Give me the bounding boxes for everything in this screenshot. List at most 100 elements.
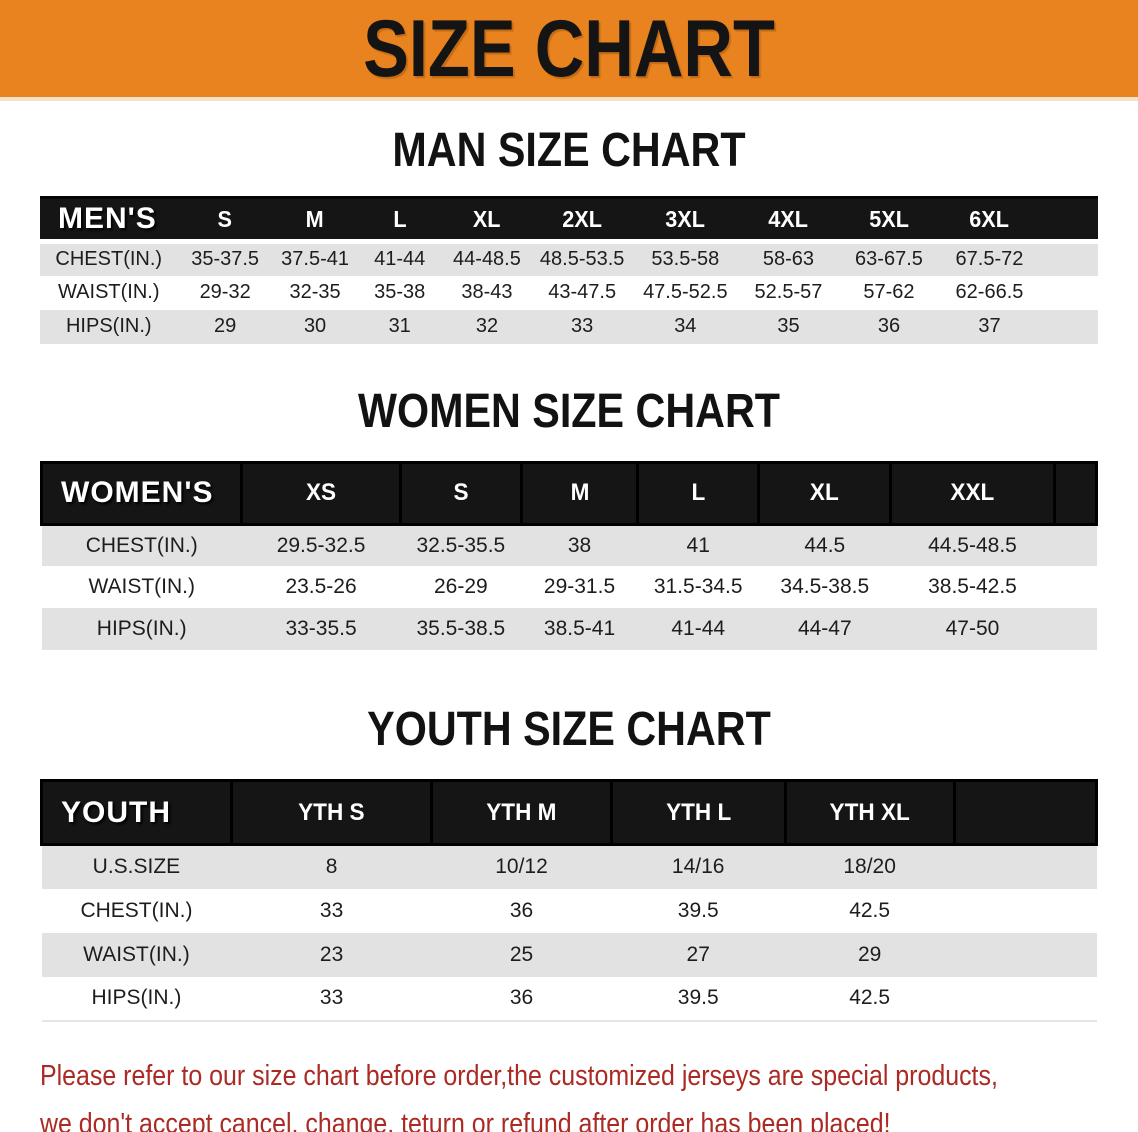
youth-hips-row: HIPS(IN.) 33 36 39.5 42.5: [41, 976, 1097, 1022]
youth-size-header: YTH XL: [783, 779, 956, 846]
size-label: 2XL: [562, 205, 602, 232]
women-size-header: XS: [240, 460, 402, 526]
row-label: CHEST(IN.): [40, 241, 178, 276]
spacer-cell: [954, 888, 1097, 933]
men-hips-row: HIPS(IN.) 29 30 31 32 33 34 35 36 37: [40, 309, 1098, 344]
value-cell: 43-47.5: [531, 275, 633, 310]
size-label: L: [393, 205, 407, 232]
men-header-row: MEN'S S M L XL 2XL 3XL 4XL 5XL 6XL: [40, 196, 1098, 244]
value-cell: 29-32: [177, 275, 273, 310]
youth-section-title: YOUTH SIZE CHART: [367, 703, 771, 756]
value-cell: 37: [939, 309, 1040, 344]
value-cell: 44.5: [758, 524, 891, 566]
value-cell: 62-66.5: [939, 275, 1040, 310]
size-chart-banner: SIZE CHART: [0, 0, 1138, 101]
men-size-header: M: [272, 196, 358, 244]
women-corner-label: WOMEN'S: [39, 460, 244, 526]
value-cell: 41-44: [357, 241, 442, 276]
men-section-title: MAN SIZE CHART: [392, 124, 746, 177]
spacer-cell: [1054, 566, 1097, 608]
spacer-cell: [1039, 309, 1098, 344]
value-cell: 35-38: [357, 275, 442, 310]
value-cell: 48.5-53.5: [531, 241, 633, 276]
youth-ussize-row: U.S.SIZE 8 10/12 14/16 18/20: [41, 844, 1097, 889]
size-label: XL: [473, 205, 501, 232]
men-header-spacer: [1039, 196, 1098, 244]
women-size-header: L: [636, 460, 761, 526]
disclaimer-line-2: we don't accept cancel, change, teturn o…: [40, 1107, 891, 1132]
value-cell: 63-67.5: [838, 241, 940, 276]
men-chest-row: CHEST(IN.) 35-37.5 37.5-41 41-44 44-48.5…: [40, 241, 1098, 276]
value-cell: 44-47: [758, 608, 891, 650]
size-label: M: [306, 205, 325, 232]
value-cell: 36: [431, 976, 612, 1022]
men-size-header: L: [357, 196, 442, 244]
value-cell: 39.5: [611, 976, 786, 1022]
men-size-header: 2XL: [531, 196, 633, 244]
value-cell: 35-37.5: [177, 241, 273, 276]
value-cell: 58-63: [738, 241, 839, 276]
value-cell: 29.5-32.5: [241, 524, 401, 566]
spacer-cell: [1054, 608, 1097, 650]
women-section-title: WOMEN SIZE CHART: [358, 384, 780, 438]
row-label: CHEST(IN.): [41, 888, 232, 933]
row-label: WAIST(IN.): [40, 275, 178, 310]
value-cell: 14/16: [611, 844, 786, 889]
value-cell: 36: [431, 888, 612, 933]
youth-waist-row: WAIST(IN.) 23 25 27 29: [41, 932, 1097, 977]
spacer-cell: [954, 844, 1097, 889]
size-label: S: [453, 479, 469, 506]
value-cell: 10/12: [431, 844, 612, 889]
size-label: 4XL: [768, 205, 809, 232]
size-label: S: [217, 205, 233, 232]
youth-header-spacer: [952, 779, 1099, 846]
size-label: 6XL: [969, 205, 1010, 232]
value-cell: 44.5-48.5: [890, 524, 1055, 566]
value-cell: 32: [442, 309, 532, 344]
value-cell: 29-31.5: [521, 566, 638, 608]
size-label: XL: [810, 479, 840, 506]
men-corner-label: MEN'S: [40, 196, 178, 244]
value-cell: 36: [838, 309, 940, 344]
value-cell: 31.5-34.5: [637, 566, 759, 608]
value-cell: 33: [231, 976, 432, 1022]
size-label: YTH S: [298, 798, 365, 826]
value-cell: 30: [272, 309, 358, 344]
value-cell: 39.5: [611, 888, 786, 933]
youth-header-row: YOUTH YTH S YTH M YTH L YTH XL: [40, 779, 1099, 846]
row-label: HIPS(IN.): [41, 608, 242, 650]
men-size-header: S: [177, 196, 273, 244]
row-label: WAIST(IN.): [41, 566, 242, 608]
value-cell: 44-48.5: [442, 241, 532, 276]
size-label: XXL: [950, 479, 995, 506]
men-size-header: 5XL: [838, 196, 940, 244]
value-cell: 23: [231, 932, 432, 977]
women-size-header: XXL: [889, 460, 1056, 526]
size-label: XS: [306, 479, 337, 506]
youth-size-header: YTH M: [430, 779, 613, 846]
women-size-header: M: [519, 460, 640, 526]
value-cell: 52.5-57: [738, 275, 839, 310]
women-header-spacer: [1052, 460, 1099, 526]
women-waist-row: WAIST(IN.) 23.5-26 26-29 29-31.5 31.5-34…: [41, 566, 1097, 608]
value-cell: 67.5-72: [939, 241, 1040, 276]
value-cell: 29: [177, 309, 273, 344]
value-cell: 32.5-35.5: [400, 524, 522, 566]
spacer-cell: [954, 932, 1097, 977]
value-cell: 23.5-26: [241, 566, 401, 608]
disclaimer-line-1: Please refer to our size chart before or…: [40, 1059, 998, 1092]
spacer-cell: [1054, 524, 1097, 566]
order-disclaimer: Please refer to our size chart before or…: [0, 1022, 1138, 1132]
size-label: YTH L: [665, 798, 731, 826]
women-size-header: S: [398, 460, 524, 526]
value-cell: 18/20: [785, 844, 955, 889]
row-label: WAIST(IN.): [41, 932, 232, 977]
youth-corner-label: YOUTH: [40, 779, 233, 846]
value-cell: 34.5-38.5: [758, 566, 891, 608]
value-cell: 42.5: [785, 888, 955, 933]
men-waist-row: WAIST(IN.) 29-32 32-35 35-38 38-43 43-47…: [40, 275, 1098, 310]
value-cell: 32-35: [272, 275, 358, 310]
men-size-header: XL: [442, 196, 532, 244]
row-label: U.S.SIZE: [41, 844, 232, 889]
value-cell: 47.5-52.5: [632, 275, 739, 310]
